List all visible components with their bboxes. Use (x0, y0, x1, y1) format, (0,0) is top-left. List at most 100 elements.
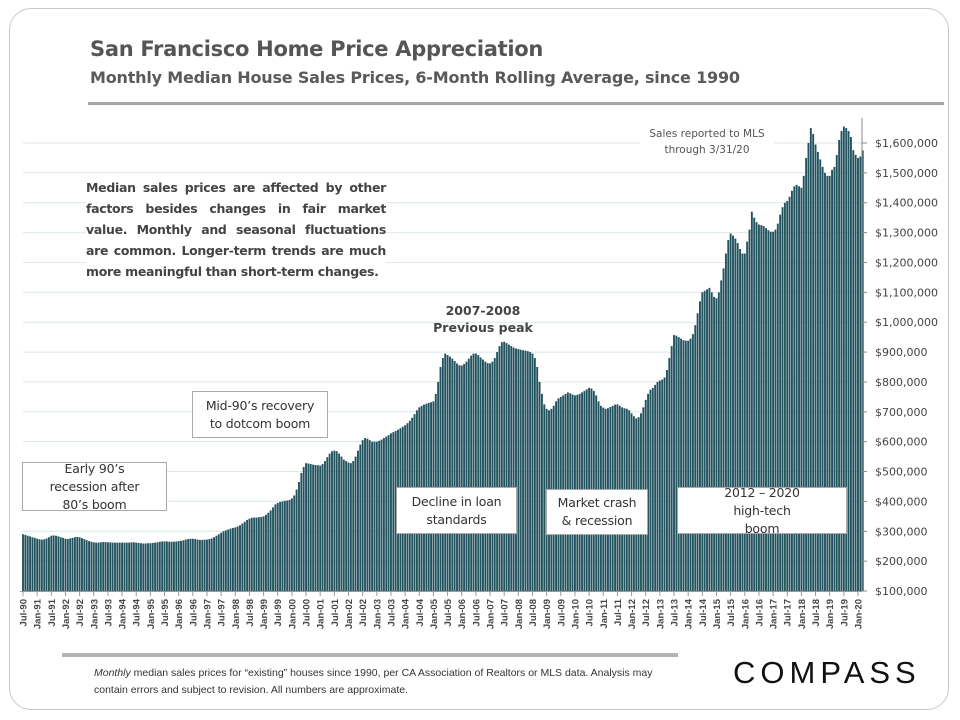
bar (116, 542, 119, 591)
bar (684, 340, 687, 591)
bar (458, 365, 461, 591)
bar (349, 463, 352, 591)
bar (394, 430, 397, 591)
bar (715, 298, 718, 591)
bar (387, 435, 390, 591)
x-tick-label: Jul-08 (528, 599, 539, 626)
bar (470, 355, 473, 591)
bar (85, 540, 88, 591)
bar (795, 184, 798, 591)
bar (498, 346, 501, 591)
bar (755, 222, 758, 591)
bar (38, 539, 41, 591)
bar (156, 542, 159, 591)
bar (500, 342, 503, 591)
bar (340, 456, 343, 591)
bar (380, 439, 383, 591)
bar (90, 541, 93, 591)
annotation-early-90s: Early 90’s recession after 80’s boom (22, 461, 167, 512)
bar (300, 473, 303, 591)
peak-label: Previous peak (433, 320, 533, 335)
bar (658, 380, 661, 591)
x-tick-label: Jan-99 (259, 599, 270, 629)
bar (71, 537, 74, 591)
x-tick-label: Jan-93 (89, 599, 100, 629)
bar (783, 202, 786, 591)
peak-years: 2007-2008 (445, 303, 521, 318)
bar (720, 280, 723, 591)
bar (798, 186, 800, 591)
y-tick-label: $1,000,000 (875, 316, 938, 329)
annotation-loan-standards: Decline in loan standards (396, 487, 517, 534)
bar (670, 346, 673, 591)
bar (187, 539, 190, 591)
bar (352, 461, 355, 591)
x-tick-label: Jul-04 (415, 598, 426, 626)
bar (486, 363, 489, 591)
bar (168, 541, 171, 591)
bar (816, 151, 819, 591)
bar (519, 349, 522, 591)
bar (840, 131, 843, 591)
bar (503, 341, 506, 591)
x-tick-label: Jan-11 (599, 598, 610, 628)
bar (170, 541, 173, 591)
bar (279, 501, 282, 591)
bar (241, 523, 244, 591)
bar (673, 335, 675, 591)
bar (474, 353, 477, 591)
bar (779, 214, 782, 591)
bar (97, 542, 100, 591)
bar (694, 325, 697, 591)
bar (654, 384, 657, 591)
bar (732, 235, 734, 591)
bar (189, 538, 192, 591)
x-tick-label: Jul-00 (302, 599, 313, 626)
bar (161, 541, 164, 591)
bar (92, 542, 95, 591)
bar (295, 489, 298, 591)
bar (852, 150, 855, 591)
x-tick-label: Jan-13 (655, 599, 666, 629)
bar (26, 535, 29, 591)
bar (510, 346, 513, 591)
bar (163, 541, 166, 591)
bar (722, 268, 725, 591)
x-tick-label: Jan-07 (486, 599, 497, 629)
bar (793, 186, 796, 591)
bar (805, 157, 808, 591)
bar (24, 534, 27, 591)
bar (121, 542, 124, 591)
bar (814, 144, 817, 591)
annotation-market-crash: Market crash & recession (546, 489, 648, 535)
bar (43, 539, 46, 591)
x-tick-label: Jan-98 (231, 599, 242, 629)
bar (361, 440, 364, 591)
y-tick-label: $800,000 (875, 376, 928, 389)
bar (743, 253, 746, 592)
bar (776, 223, 779, 591)
bar (647, 393, 650, 591)
x-tick-label: Jan-05 (429, 598, 440, 629)
x-tick-label: Jan-10 (570, 599, 581, 629)
x-tick-label: Jul-14 (698, 598, 709, 626)
bar (220, 532, 223, 591)
bar (477, 355, 480, 591)
bar (234, 527, 237, 591)
bar (125, 542, 128, 591)
bar (253, 517, 256, 591)
bar (118, 542, 121, 591)
bar (40, 539, 43, 591)
x-tick-label: Jan-08 (514, 599, 525, 629)
bar (861, 150, 864, 591)
bar (526, 351, 529, 591)
bar (298, 481, 300, 591)
bar (314, 464, 317, 591)
bar (248, 518, 251, 591)
x-tick-label: Jul-98 (245, 599, 256, 626)
y-tick-label: $700,000 (875, 406, 928, 419)
bar (390, 433, 392, 591)
bar (765, 228, 767, 591)
bar (246, 519, 249, 591)
bar (114, 542, 116, 591)
